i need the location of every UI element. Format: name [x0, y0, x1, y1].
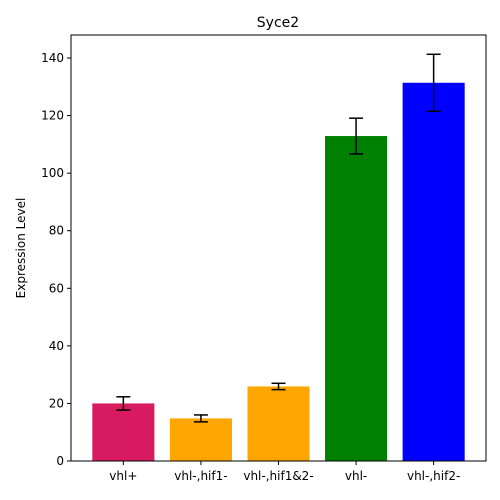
bar: [247, 386, 310, 461]
bar: [402, 82, 465, 462]
y-tick-label: 100: [41, 166, 64, 180]
y-axis-label: Expression Level: [14, 198, 28, 299]
y-tick-label: 120: [41, 109, 64, 123]
y-tick-label: 60: [49, 281, 64, 295]
x-tick-label: vhl-,hif2-: [407, 469, 460, 483]
x-axis-ticks: vhl+ vhl-,hif1- vhl-,hif1&2- vhl-vhl-,hif2-: [109, 461, 460, 483]
y-tick-label: 80: [49, 224, 64, 238]
x-tick-label: vhl-,hif1-: [174, 469, 227, 483]
bar: [169, 418, 232, 461]
bar: [92, 403, 155, 461]
error-bars-group: [116, 53, 441, 423]
x-tick-label: vhl-: [345, 469, 367, 483]
x-tick-label: vhl-,hif1&2-: [243, 469, 313, 483]
y-tick-label: 40: [49, 339, 64, 353]
y-axis-ticks: 0 20 40 60 80 100 120 140: [41, 51, 71, 468]
y-tick-label: 20: [49, 396, 64, 410]
y-tick-label: 0: [56, 454, 64, 468]
bars-group: [92, 82, 465, 462]
x-tick-label: vhl+: [109, 469, 137, 483]
plot-frame: [70, 34, 487, 462]
chart-title: Syce2: [257, 15, 299, 31]
bar: [325, 136, 388, 462]
y-tick-label: 140: [41, 51, 64, 65]
